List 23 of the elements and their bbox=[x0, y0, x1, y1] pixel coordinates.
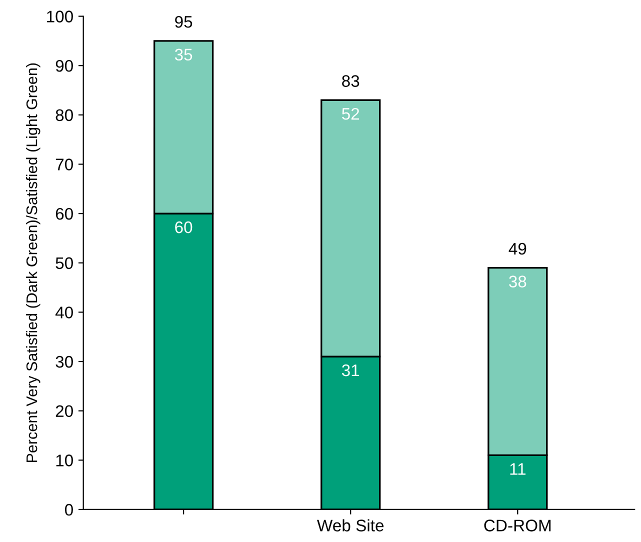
total-label: 95 bbox=[175, 16, 192, 28]
y-tick-label: 20 bbox=[56, 405, 73, 418]
data-label: 52 bbox=[342, 108, 360, 120]
data-label: 11 bbox=[510, 463, 526, 475]
total-label: 49 bbox=[508, 242, 526, 255]
y-tick-label: 40 bbox=[55, 306, 73, 318]
data-label: 38 bbox=[509, 276, 526, 288]
y-axis-title: Percent Very Satisfied (Dark Green)/Satisfied (Light Green) bbox=[26, 63, 40, 462]
y-tick-label: 60 bbox=[56, 208, 73, 220]
y-tick-label: 80 bbox=[56, 109, 73, 122]
data-label: 31 bbox=[342, 364, 360, 376]
y-tick-label: 50 bbox=[56, 257, 73, 270]
data-label: 60 bbox=[175, 221, 192, 234]
x-tick-label: CD-ROM bbox=[484, 520, 551, 532]
y-tick-label: 100 bbox=[47, 10, 73, 22]
y-tick-label: 90 bbox=[56, 60, 73, 72]
y-tick-label: 0 bbox=[64, 504, 73, 516]
total-label: 83 bbox=[342, 75, 360, 87]
y-tick-label: 10 bbox=[56, 454, 73, 466]
y-tick-label: 70 bbox=[56, 158, 73, 170]
x-tick-label: Web Site bbox=[317, 519, 384, 532]
data-label: 35 bbox=[174, 48, 192, 61]
y-tick-label: 30 bbox=[56, 356, 73, 368]
